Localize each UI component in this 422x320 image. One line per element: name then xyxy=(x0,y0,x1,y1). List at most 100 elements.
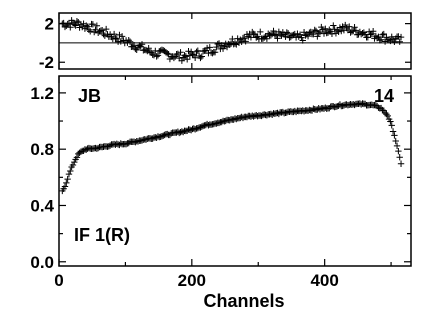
bandpass-point xyxy=(132,139,139,146)
residual-point xyxy=(98,27,106,34)
residual-point xyxy=(359,30,366,37)
residual-point xyxy=(274,35,281,42)
bandpass-point xyxy=(160,132,167,139)
bandpass-point xyxy=(149,135,156,142)
residual-point xyxy=(368,30,376,38)
bandpass-point xyxy=(393,142,401,150)
bandpass-point xyxy=(153,134,160,141)
residual-point xyxy=(319,26,326,33)
antenna-label: JB xyxy=(78,86,101,106)
bandpass-point xyxy=(233,115,240,123)
residual-point xyxy=(211,48,219,56)
residual-point xyxy=(136,42,143,49)
residual-panel: -2 2 xyxy=(39,12,412,72)
bandpass-point xyxy=(215,119,223,127)
residual-point xyxy=(332,30,340,37)
x-axis-title: Channels xyxy=(203,291,284,311)
bandpass-x-tick-label: 200 xyxy=(178,271,206,290)
residual-point xyxy=(299,37,306,44)
bandpass-point xyxy=(222,117,229,125)
bandpass-point xyxy=(122,140,130,148)
residual-y-tick-label: -2 xyxy=(39,53,54,72)
residual-point xyxy=(144,47,151,55)
bandpass-point xyxy=(138,137,146,144)
residual-point xyxy=(270,27,277,35)
bandpass-y-tick-label: 0.4 xyxy=(30,196,54,215)
bandpass-point xyxy=(134,138,142,145)
bandpass-point xyxy=(230,116,237,123)
residual-point xyxy=(335,28,342,35)
residual-point xyxy=(112,35,119,42)
residual-point xyxy=(125,36,132,44)
bandpass-y-tick-label: 0.8 xyxy=(30,140,54,159)
residual-point xyxy=(65,20,73,27)
residual-point xyxy=(377,36,385,43)
residual-point xyxy=(320,30,328,37)
residual-point xyxy=(330,22,337,29)
residual-point xyxy=(331,26,338,33)
bandpass-point xyxy=(65,170,73,178)
residual-point xyxy=(177,49,184,56)
bandpass-point xyxy=(381,109,389,117)
residual-point xyxy=(92,26,99,33)
residual-point xyxy=(288,32,296,39)
bandpass-point xyxy=(61,183,69,190)
bandpass-point xyxy=(357,101,365,108)
bandpass-point xyxy=(63,179,70,187)
residual-point xyxy=(278,32,285,39)
residual-point xyxy=(310,30,317,38)
bandpass-x-tick-label: 0 xyxy=(54,271,63,290)
residual-point xyxy=(110,30,118,38)
bandpass-tick-marks xyxy=(58,76,411,266)
residual-point xyxy=(87,28,94,35)
residual-point xyxy=(213,43,220,51)
residual-point xyxy=(145,44,152,52)
residual-point xyxy=(283,29,291,36)
residual-point xyxy=(73,17,81,25)
residual-point xyxy=(235,39,243,47)
bandpass-point xyxy=(387,118,394,125)
panel-number-label: 14 xyxy=(374,86,394,106)
residual-point xyxy=(350,27,357,35)
bandpass-point xyxy=(198,123,205,130)
residual-point xyxy=(302,32,309,39)
if-polarization-label: IF 1(R) xyxy=(74,225,130,245)
residual-point xyxy=(182,53,190,60)
residual-point xyxy=(328,30,336,38)
residual-point xyxy=(126,38,134,45)
residual-point xyxy=(206,44,213,51)
residual-point xyxy=(314,33,321,40)
residual-point xyxy=(154,52,162,59)
residual-point xyxy=(304,32,312,40)
residual-point xyxy=(72,22,79,29)
residual-point xyxy=(381,38,389,45)
residual-point xyxy=(118,33,126,40)
bandpass-point xyxy=(194,125,202,132)
residual-point xyxy=(336,24,344,31)
residual-point xyxy=(376,37,383,44)
residual-point xyxy=(342,21,349,29)
residual-point xyxy=(97,27,105,34)
residual-point xyxy=(339,23,346,30)
bandpass-point xyxy=(389,128,397,135)
bandpass-point xyxy=(69,161,77,169)
bandpass-point xyxy=(258,112,265,120)
bandpass-point xyxy=(283,109,291,116)
bandpass-point xyxy=(142,136,150,143)
residual-point xyxy=(164,50,171,57)
bandpass-point xyxy=(226,117,233,124)
residual-point xyxy=(253,34,260,41)
bandpass-point xyxy=(93,145,101,152)
residual-point xyxy=(347,29,354,36)
residual-point xyxy=(294,30,301,37)
residual-point xyxy=(178,57,186,64)
residual-point xyxy=(138,41,146,48)
residual-point xyxy=(257,28,264,36)
residual-point xyxy=(190,51,198,59)
bandpass-point xyxy=(351,101,358,109)
residual-point xyxy=(89,21,97,28)
residual-point xyxy=(284,30,292,37)
bandpass-point xyxy=(397,160,405,167)
residual-point xyxy=(189,50,196,58)
bandpass-point xyxy=(71,158,78,166)
